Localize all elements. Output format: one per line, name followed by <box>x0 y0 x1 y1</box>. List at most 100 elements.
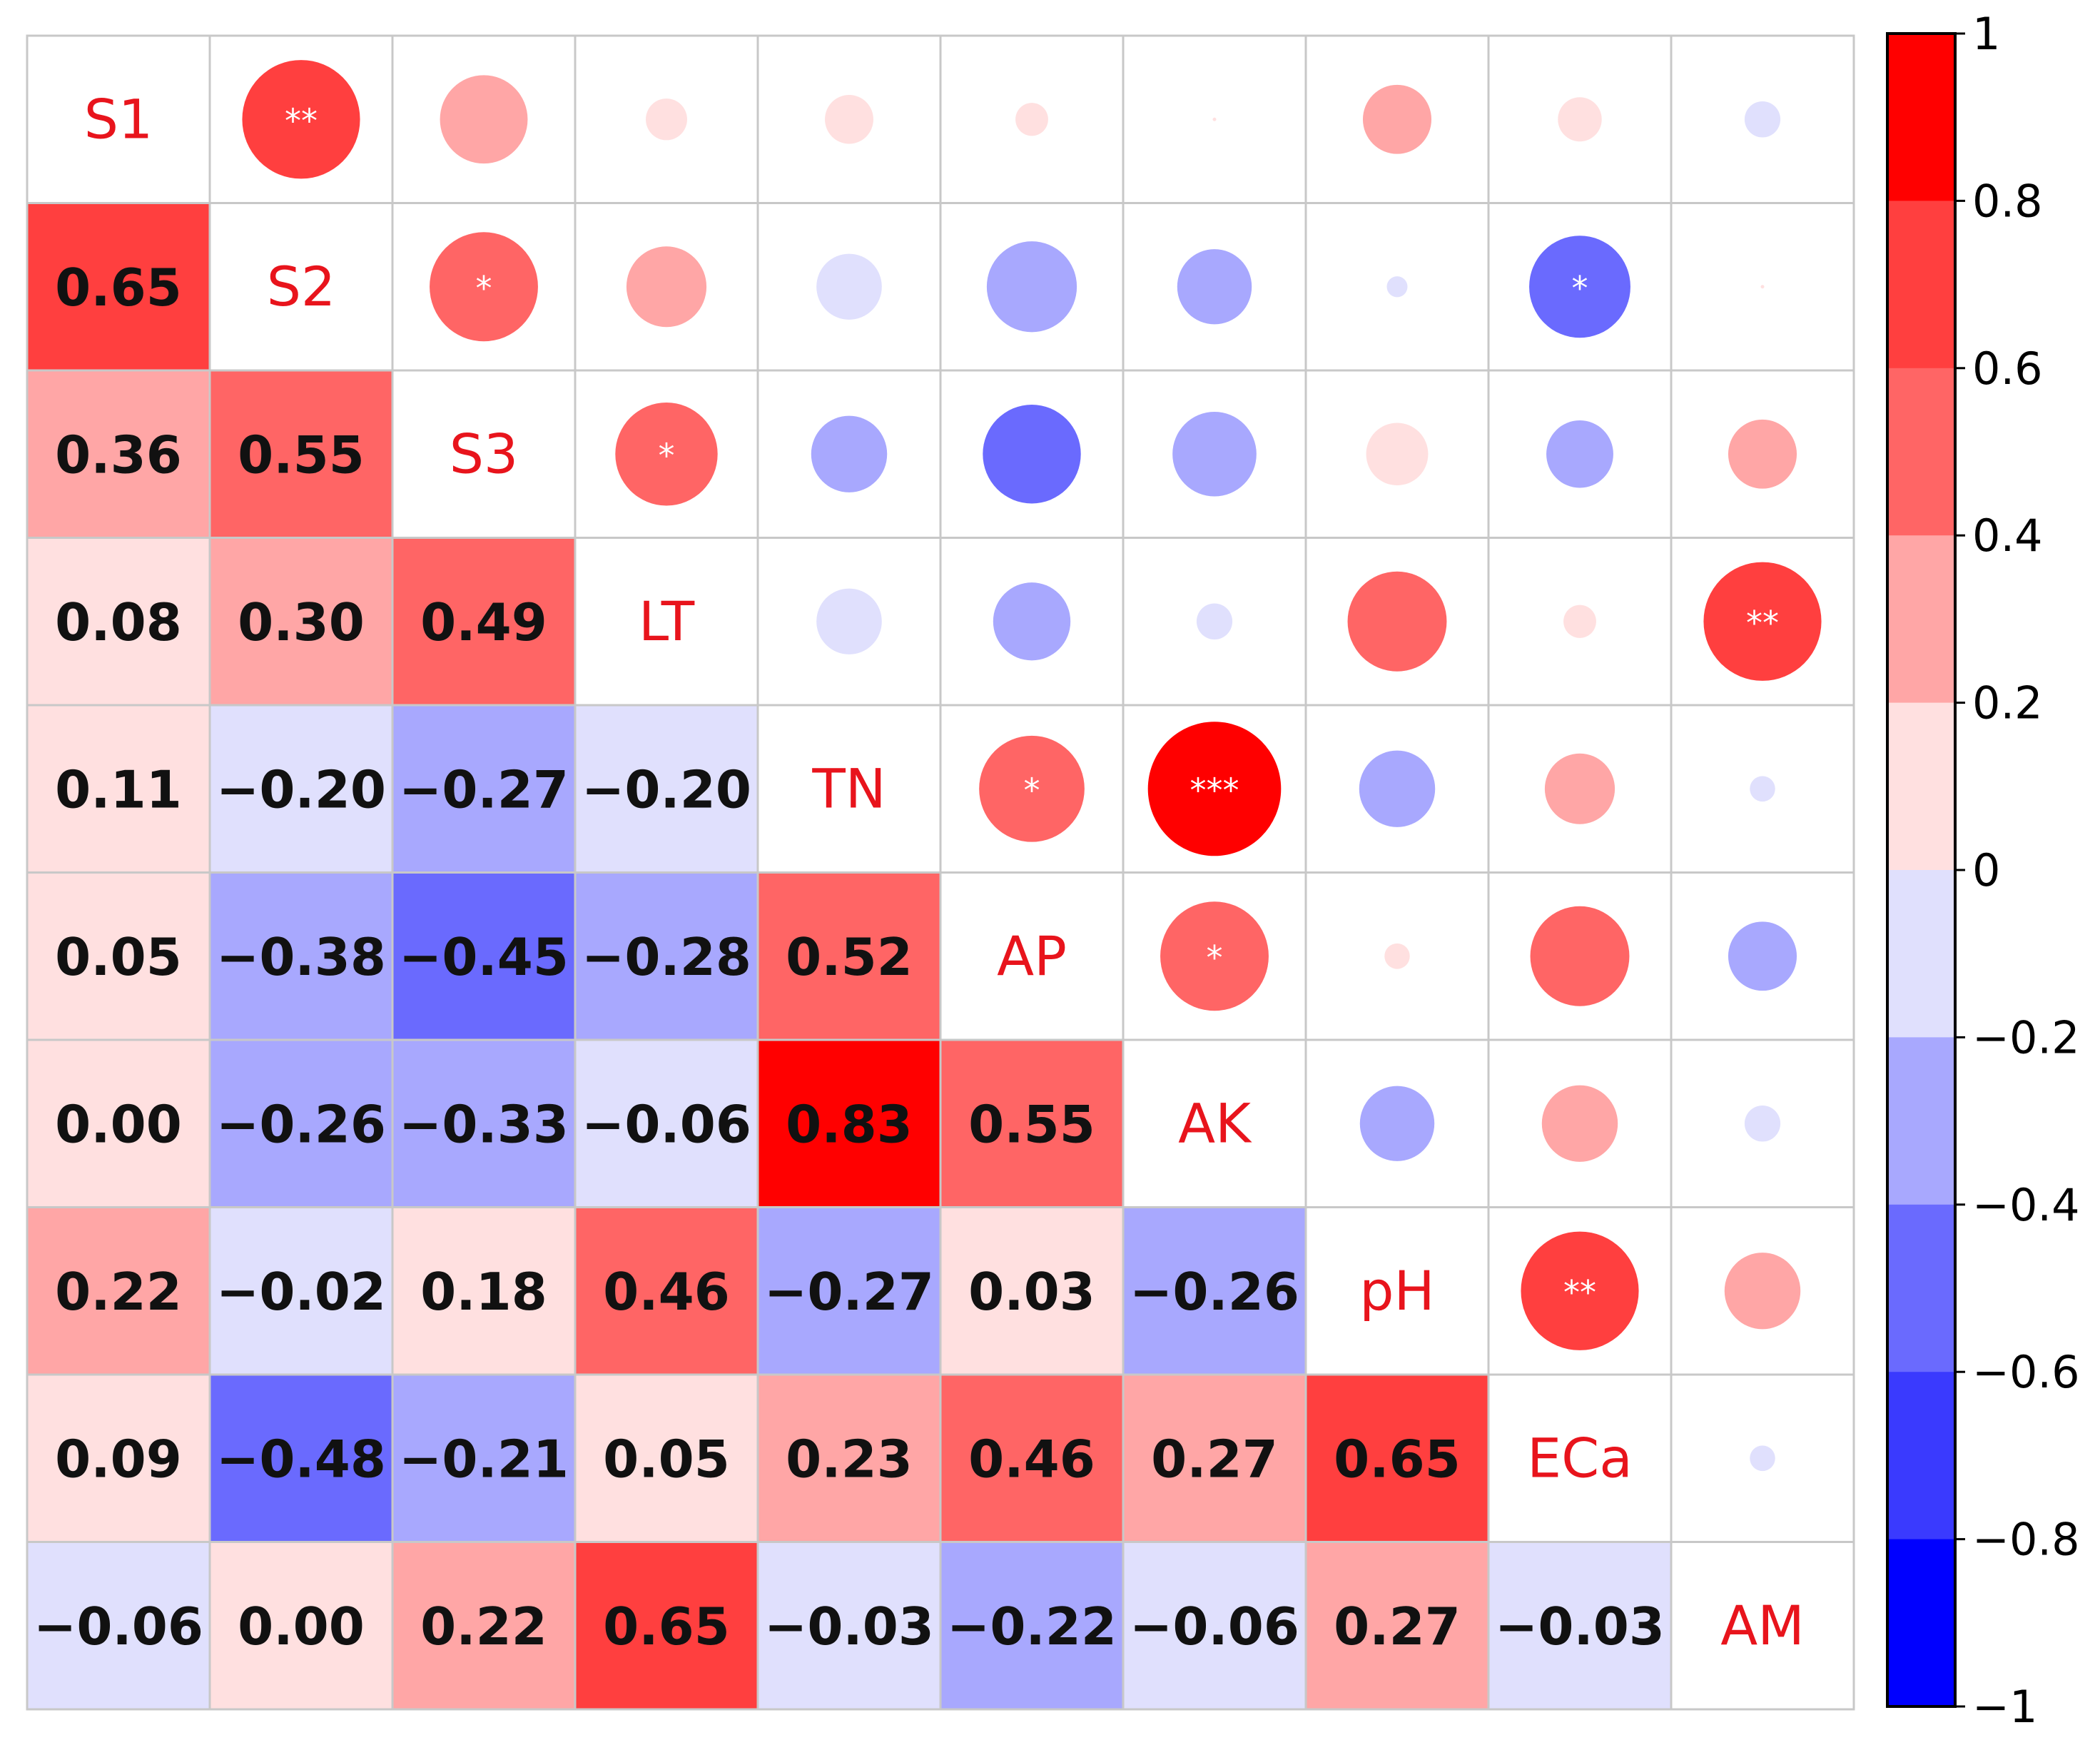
heat-cell-ECa-S2 <box>210 1375 393 1542</box>
value-label-TN-S3: −0.27 <box>399 759 569 819</box>
corr-ellipse-S3-AK <box>1172 411 1257 497</box>
heat-cell-pH-LT <box>575 1207 759 1375</box>
colorbar-bin-1 <box>1887 201 1955 369</box>
value-label-ECa-TN: 0.23 <box>786 1429 913 1489</box>
value-label-pH-LT: 0.46 <box>603 1262 730 1322</box>
corr-ellipse-TN-ECa <box>1544 753 1615 824</box>
value-label-ECa-pH: 0.65 <box>1334 1429 1461 1489</box>
heat-cell-TN-S3 <box>392 705 576 873</box>
heat-cell-ECa-AK <box>1123 1375 1307 1542</box>
value-label-AP-S3: −0.45 <box>399 927 569 987</box>
colorbar-tick-label-1: 0.8 <box>1972 175 2043 227</box>
heat-cell-AM-S1 <box>27 1542 210 1710</box>
corr-ellipse-S2-pH <box>1386 276 1408 298</box>
heat-cell-AP-TN <box>758 872 941 1041</box>
diagonal-label-LT: LT <box>639 590 695 653</box>
heat-cell-LT-S3 <box>392 537 576 706</box>
corr-ellipse-AK-ECa <box>1541 1085 1618 1162</box>
corr-ellipse-AK-pH <box>1359 1086 1435 1161</box>
corr-ellipse-S3-AP <box>983 405 1081 504</box>
heat-cell-S2-S1 <box>27 203 210 371</box>
corr-ellipse-S1-LT <box>646 98 687 141</box>
value-label-TN-S2: −0.20 <box>216 759 386 819</box>
value-label-AK-S1: 0.00 <box>55 1094 182 1154</box>
heat-cell-AK-S1 <box>27 1040 210 1208</box>
corr-ellipse-S1-AM <box>1744 101 1781 138</box>
corr-ellipse-pH-ECa <box>1521 1231 1639 1350</box>
heat-cell-ECa-LT <box>575 1375 759 1542</box>
heat-cell-ECa-S3 <box>392 1375 576 1542</box>
value-label-S2-S1: 0.65 <box>55 258 182 318</box>
heat-cell-AM-S3 <box>392 1542 576 1710</box>
value-label-AM-LT: 0.65 <box>603 1597 730 1657</box>
colorbar-tick-label-8: −0.6 <box>1972 1346 2080 1398</box>
diagonal-label-AP: AP <box>997 924 1067 988</box>
heat-cell-AM-pH <box>1306 1542 1489 1710</box>
value-label-LT-S1: 0.08 <box>55 592 182 652</box>
colorbar-tick-label-7: −0.4 <box>1972 1179 2080 1231</box>
significance-stars-S2-S3: * <box>476 269 492 308</box>
diagonal-label-S2: S2 <box>267 255 336 318</box>
corr-ellipse-TN-AK <box>1147 722 1282 856</box>
colorbar-tick-label-9: −0.8 <box>1972 1514 2080 1566</box>
diagonal-label-AM: AM <box>1720 1594 1805 1657</box>
corr-ellipse-S2-AK <box>1177 249 1252 325</box>
value-label-AM-AK: −0.06 <box>1130 1597 1299 1657</box>
corr-ellipse-S3-pH <box>1366 423 1429 486</box>
heat-cell-TN-S1 <box>27 705 210 873</box>
significance-stars-S3-LT: * <box>659 436 675 475</box>
value-label-ECa-S3: −0.21 <box>399 1429 569 1489</box>
corr-ellipse-AP-pH <box>1384 943 1410 969</box>
value-label-AK-TN: 0.83 <box>786 1094 913 1154</box>
heat-cell-pH-AP <box>940 1207 1124 1375</box>
corr-ellipse-TN-AM <box>1750 776 1775 802</box>
heat-cell-AP-LT <box>575 872 759 1041</box>
value-label-AP-S2: −0.38 <box>216 927 386 987</box>
corr-ellipse-AP-AM <box>1728 921 1797 991</box>
colorbar-tick-label-3: 0.4 <box>1972 510 2043 562</box>
value-label-ECa-AK: 0.27 <box>1151 1429 1278 1489</box>
colorbar-tick-label-6: −0.2 <box>1972 1011 2080 1063</box>
colorbar-bin-4 <box>1887 702 1955 871</box>
colorbar-tick-label-10: −1 <box>1972 1681 2037 1733</box>
corr-ellipse-S3-LT <box>615 403 718 506</box>
heat-cell-AK-AP <box>940 1040 1124 1208</box>
value-label-AK-S3: −0.33 <box>399 1094 569 1154</box>
significance-stars-AP-AK: * <box>1207 939 1223 977</box>
corr-ellipse-S1-pH <box>1362 84 1432 154</box>
heat-cell-LT-S1 <box>27 537 210 706</box>
corr-ellipse-S3-TN <box>811 415 888 492</box>
value-label-pH-AK: −0.26 <box>1130 1262 1299 1322</box>
heat-cell-AM-LT <box>575 1542 759 1710</box>
significance-stars-pH-ECa: ** <box>1563 1273 1596 1312</box>
corr-ellipse-LT-AK <box>1196 603 1233 640</box>
value-label-AM-S2: 0.00 <box>238 1597 365 1657</box>
heat-cell-AP-S1 <box>27 872 210 1041</box>
value-label-AM-ECa: −0.03 <box>1495 1597 1665 1657</box>
heat-cell-AK-TN <box>758 1040 941 1208</box>
colorbar-bin-0 <box>1887 34 1955 201</box>
value-label-ECa-S1: 0.09 <box>55 1429 182 1489</box>
heat-cell-AM-S2 <box>210 1542 393 1710</box>
corr-ellipse-S2-AM <box>1760 285 1765 289</box>
heat-cell-pH-S1 <box>27 1207 210 1375</box>
corr-ellipse-S2-LT <box>626 246 707 328</box>
value-label-AM-S1: −0.06 <box>34 1597 203 1657</box>
diagonal-label-ECa: ECa <box>1527 1426 1633 1489</box>
significance-stars-S2-ECa: * <box>1572 269 1588 308</box>
corr-ellipse-LT-AP <box>993 582 1071 661</box>
corr-ellipse-LT-TN <box>816 588 882 654</box>
grid-lines <box>26 34 1855 1711</box>
corr-ellipse-LT-AM <box>1703 562 1822 681</box>
diagonal-label-S3: S3 <box>450 422 519 485</box>
upper-triangle-ellipses: *** ***** ****** <box>242 60 1822 1472</box>
corr-ellipse-S3-AM <box>1728 419 1797 489</box>
heat-cell-AK-S2 <box>210 1040 393 1208</box>
diagonal-label-S1: S1 <box>84 87 153 151</box>
corr-ellipse-S2-ECa <box>1529 236 1630 338</box>
heat-cell-ECa-TN <box>758 1375 941 1542</box>
corr-ellipse-AP-ECa <box>1530 906 1630 1006</box>
value-label-AP-S1: 0.05 <box>55 927 182 987</box>
heat-cell-AM-AP <box>940 1542 1124 1710</box>
value-label-ECa-LT: 0.05 <box>603 1429 730 1489</box>
